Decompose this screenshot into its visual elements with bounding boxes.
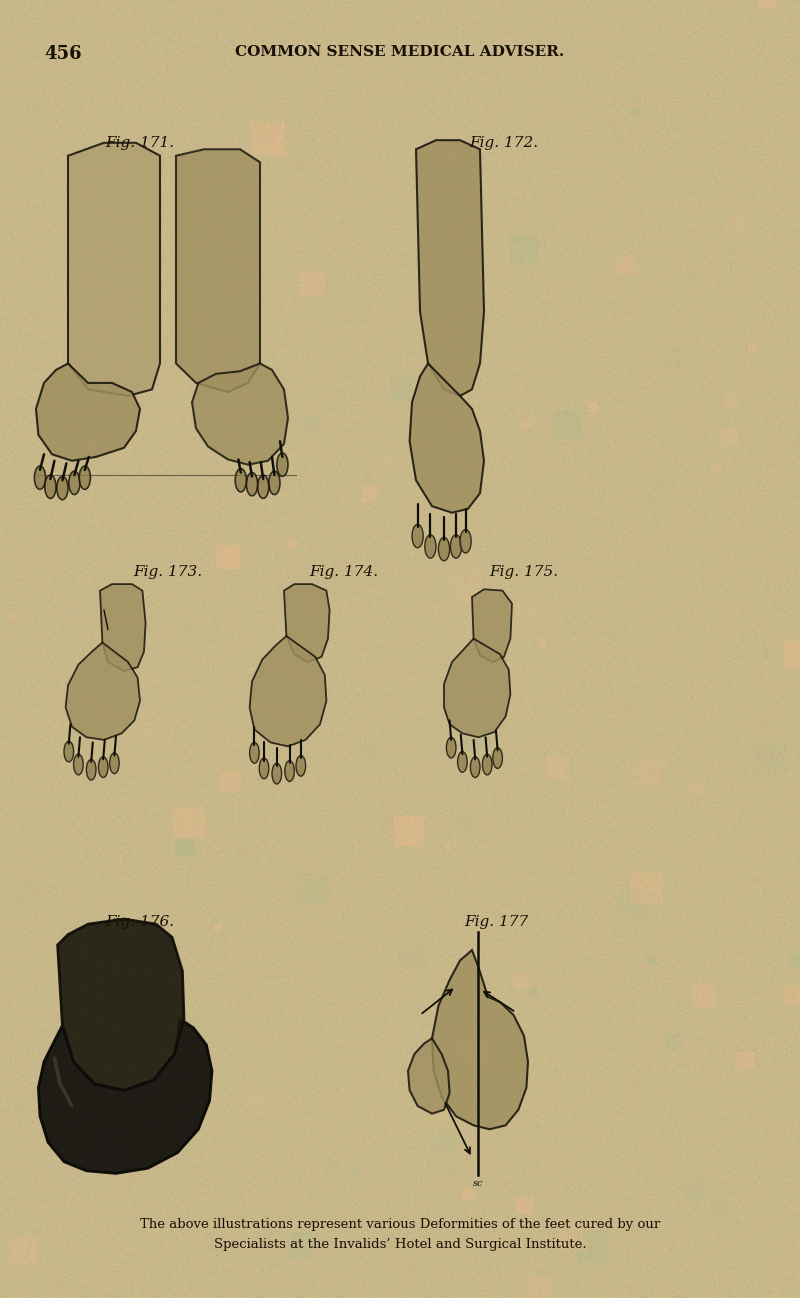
Polygon shape xyxy=(410,363,484,513)
Ellipse shape xyxy=(269,471,280,495)
Ellipse shape xyxy=(272,763,282,784)
Ellipse shape xyxy=(34,466,46,489)
Ellipse shape xyxy=(446,737,456,758)
Polygon shape xyxy=(176,149,260,392)
Polygon shape xyxy=(38,1019,212,1173)
Polygon shape xyxy=(444,639,510,737)
Ellipse shape xyxy=(246,472,258,496)
Polygon shape xyxy=(192,363,288,465)
Text: The above illustrations represent various Deformities of the feet cured by our: The above illustrations represent variou… xyxy=(140,1218,660,1231)
Polygon shape xyxy=(432,950,528,1129)
Polygon shape xyxy=(58,919,184,1090)
Polygon shape xyxy=(284,584,330,662)
Polygon shape xyxy=(416,140,484,396)
Text: Fig. 175.: Fig. 175. xyxy=(490,565,558,579)
Ellipse shape xyxy=(64,741,74,762)
Text: Fig. 173.: Fig. 173. xyxy=(134,565,202,579)
Text: Specialists at the Invalids’ Hotel and Surgical Institute.: Specialists at the Invalids’ Hotel and S… xyxy=(214,1238,586,1251)
Ellipse shape xyxy=(110,753,119,774)
Text: Fig. 172.: Fig. 172. xyxy=(470,136,538,151)
Ellipse shape xyxy=(425,535,436,558)
Ellipse shape xyxy=(74,754,83,775)
Polygon shape xyxy=(66,643,140,740)
Polygon shape xyxy=(472,589,512,662)
Polygon shape xyxy=(250,636,326,746)
Ellipse shape xyxy=(450,535,462,558)
Ellipse shape xyxy=(258,475,269,498)
Ellipse shape xyxy=(277,453,288,476)
Polygon shape xyxy=(68,143,160,396)
Ellipse shape xyxy=(235,469,246,492)
Ellipse shape xyxy=(412,524,423,548)
Ellipse shape xyxy=(470,757,480,778)
Text: Fig. 171.: Fig. 171. xyxy=(106,136,174,151)
Ellipse shape xyxy=(86,759,96,780)
Ellipse shape xyxy=(493,748,502,768)
Ellipse shape xyxy=(57,476,68,500)
Ellipse shape xyxy=(45,475,56,498)
Polygon shape xyxy=(408,1038,450,1114)
Text: Fig. 177: Fig. 177 xyxy=(464,915,528,929)
Text: Fig. 176.: Fig. 176. xyxy=(106,915,174,929)
Text: 456: 456 xyxy=(44,45,82,64)
Polygon shape xyxy=(36,363,140,461)
Polygon shape xyxy=(100,584,146,671)
Ellipse shape xyxy=(259,758,269,779)
Ellipse shape xyxy=(79,466,90,489)
Ellipse shape xyxy=(250,742,259,763)
Text: Fig. 174.: Fig. 174. xyxy=(310,565,378,579)
Text: sc: sc xyxy=(473,1179,484,1188)
Ellipse shape xyxy=(296,755,306,776)
Text: COMMON SENSE MEDICAL ADVISER.: COMMON SENSE MEDICAL ADVISER. xyxy=(235,45,565,60)
Ellipse shape xyxy=(69,471,80,495)
Ellipse shape xyxy=(482,754,492,775)
Ellipse shape xyxy=(438,537,450,561)
Ellipse shape xyxy=(285,761,294,781)
Ellipse shape xyxy=(98,757,108,778)
Ellipse shape xyxy=(460,530,471,553)
Ellipse shape xyxy=(458,752,467,772)
